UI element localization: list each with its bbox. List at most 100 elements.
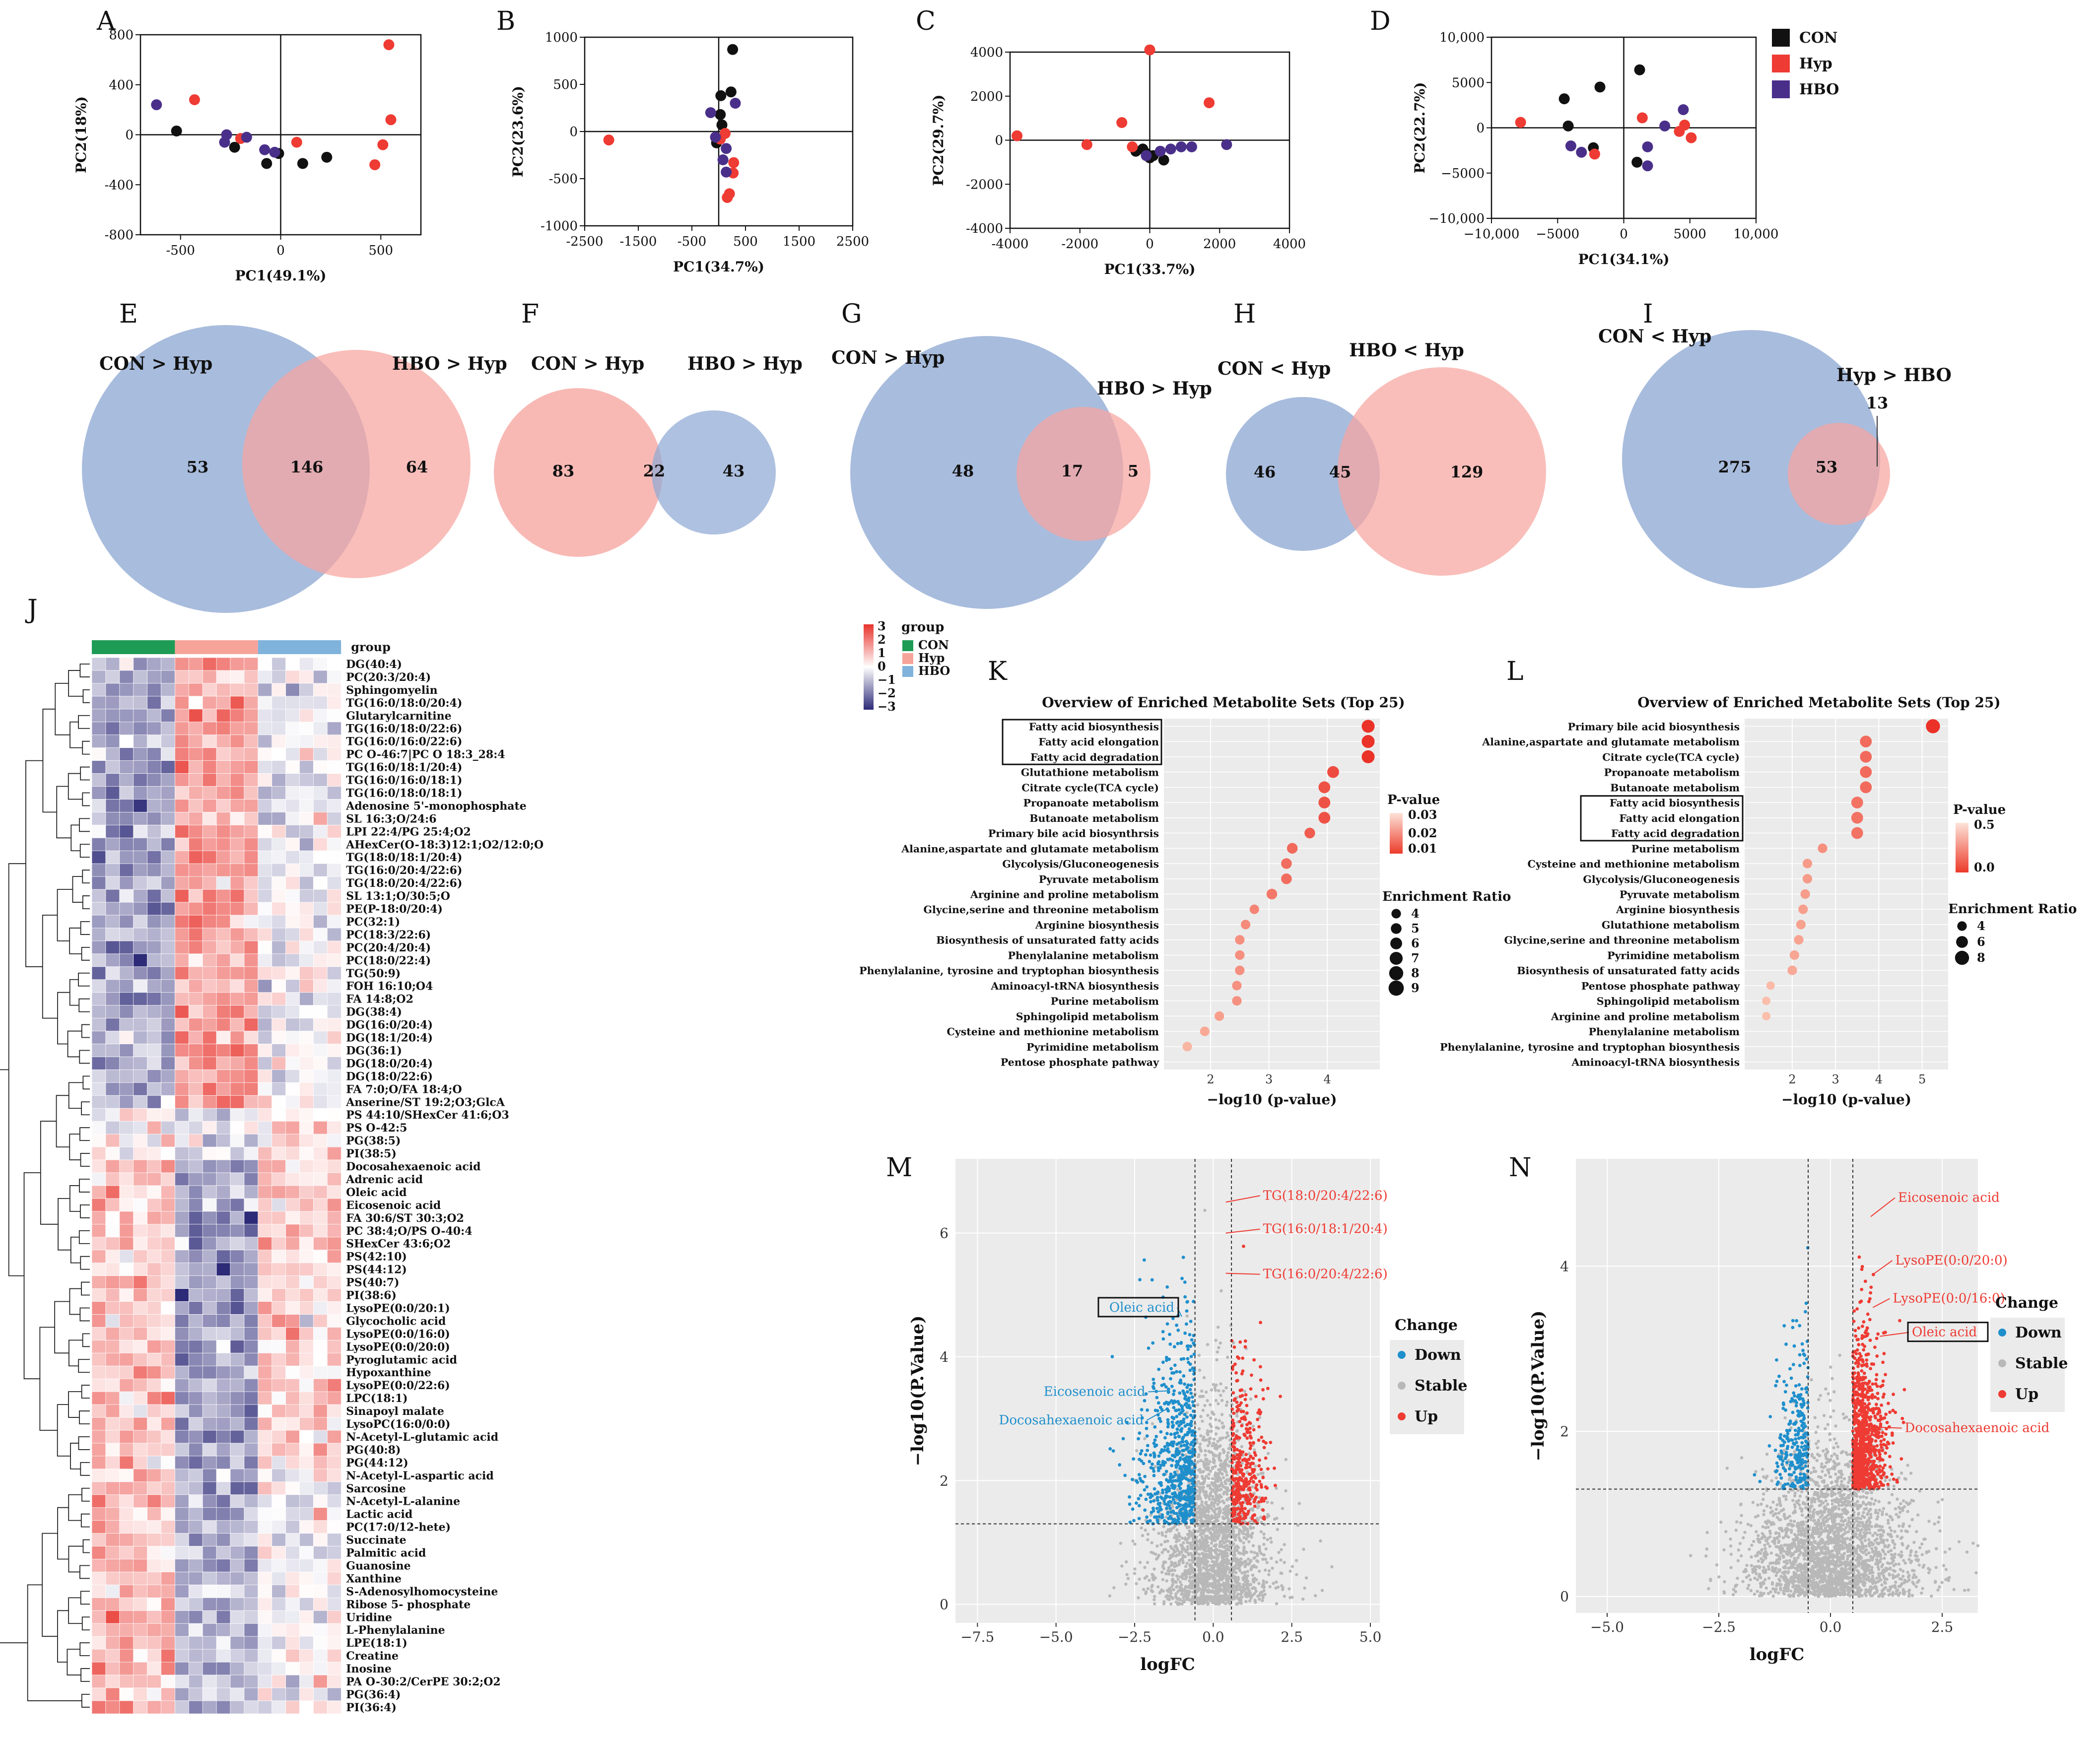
point-stable [1137, 1596, 1140, 1600]
point-stable [1330, 1565, 1334, 1569]
heatmap-cell [216, 902, 231, 916]
point-stable [1188, 1532, 1191, 1536]
heatmap-cell [258, 1430, 272, 1444]
heatmap-cell [91, 1237, 106, 1251]
heatmap-cell [202, 1224, 217, 1238]
point-stable [1213, 1510, 1217, 1514]
highlight-box [1580, 795, 1744, 842]
heatmap-cell [327, 1365, 341, 1379]
heatmap-cell [105, 1172, 120, 1186]
heatmap-cell [202, 1339, 217, 1354]
point-stable [1246, 1570, 1249, 1573]
point-down [1170, 1484, 1174, 1487]
heatmap-cell [91, 1443, 106, 1457]
heatmap-cell [188, 1546, 203, 1560]
heatmap-cell [174, 1327, 189, 1341]
heatmap-cell [174, 1044, 189, 1058]
point-stable [1226, 1355, 1229, 1359]
heatmap-cell [202, 1572, 217, 1586]
heatmap-cell [105, 1057, 120, 1070]
heatmap-cell [188, 850, 203, 864]
point-stable [1280, 1572, 1284, 1575]
heatmap-cell [244, 966, 259, 980]
y-tick-label: 400 [109, 78, 134, 93]
point-stable [1220, 1559, 1224, 1563]
heatmap-cell [216, 1494, 231, 1508]
heatmap-cell [313, 670, 328, 684]
heatmap-cell [258, 1095, 272, 1109]
point-down [1165, 1407, 1169, 1411]
heatmap-cell [188, 1301, 203, 1315]
heatmap-cell [271, 940, 286, 954]
heatmap-cell [244, 1301, 259, 1315]
point-stable [1153, 1576, 1157, 1580]
enrichment-panel-K: Overview of Enriched Metabolite Sets (To… [859, 694, 1511, 1108]
heatmap-cell [91, 1378, 106, 1392]
heatmap-cell [327, 1237, 341, 1251]
heatmap-cell [285, 760, 300, 774]
heatmap-cell [285, 1211, 300, 1225]
heatmap-cell [299, 799, 314, 813]
heatmap-cell [258, 1636, 272, 1650]
heatmap-cell [105, 1443, 120, 1457]
heatmap-cell [202, 1533, 217, 1547]
heatmap-cell [216, 657, 231, 671]
heatmap-cell [105, 1314, 120, 1328]
heatmap-cell [216, 1546, 231, 1560]
x-tick-label: 2 [1207, 1072, 1214, 1086]
heatmap-cell [216, 1417, 231, 1431]
point-con [321, 151, 333, 163]
heatmap-cell [174, 1481, 189, 1495]
point-down [1166, 1511, 1170, 1514]
point-stable [1210, 1514, 1214, 1518]
point-stable [1203, 1208, 1207, 1212]
heatmap-cell [271, 1172, 286, 1186]
heatmap-cell [216, 747, 231, 761]
heatmap-cell [161, 1224, 176, 1238]
heatmap-cell [161, 773, 176, 787]
heatmap-cell [188, 799, 203, 813]
heatmap-cell [188, 1339, 203, 1354]
heatmap-cell [271, 992, 286, 1006]
pathway-label: Citrate cycle(TCA cycle) [1021, 782, 1159, 794]
heatmap-cell [161, 1649, 176, 1663]
point-stable [1204, 1584, 1208, 1587]
point-down [1144, 1453, 1148, 1457]
enrichment-dot [1794, 935, 1804, 945]
heatmap-cell [285, 1443, 300, 1457]
heatmap-cell [105, 735, 120, 748]
y-tick-label: 6 [940, 1225, 948, 1242]
heatmap-cell [105, 1224, 120, 1238]
heatmap-cell [174, 1623, 189, 1637]
point-down [1153, 1438, 1157, 1442]
point-stable [1224, 1436, 1228, 1439]
point-down [1152, 1377, 1155, 1381]
point-stable [1175, 1597, 1179, 1600]
heatmap-cell [216, 1211, 231, 1225]
heatmap-cell [147, 812, 162, 826]
heatmap-cell [230, 837, 245, 851]
heatmap-cell [133, 940, 148, 954]
heatmap-cell [313, 966, 328, 980]
heatmap-cell [133, 670, 148, 684]
point-down [1145, 1515, 1149, 1519]
y-axis-label: PC2(22.7%) [1412, 82, 1428, 173]
heatmap-cell [285, 1365, 300, 1379]
heatmap-cell [133, 928, 148, 941]
heatmap-cell [105, 1301, 120, 1315]
x-axis-label: PC1(34.7%) [673, 259, 764, 275]
heatmap-cell [188, 1198, 203, 1212]
point-con [171, 125, 182, 136]
heatmap-cell [258, 1108, 272, 1122]
heatmap-cell [174, 1430, 189, 1444]
dendrogram-branch [79, 1050, 90, 1064]
heatmap-cell [216, 735, 231, 748]
point-stable [1190, 1599, 1194, 1603]
dendrogram-branch [81, 1694, 90, 1708]
heatmap-cell [202, 1057, 217, 1070]
heatmap-cell [285, 1649, 300, 1663]
heatmap-cell [327, 760, 341, 774]
point-stable [1206, 1517, 1210, 1521]
heatmap-cell [299, 747, 314, 761]
panel-letter-I: I [1643, 299, 1653, 329]
